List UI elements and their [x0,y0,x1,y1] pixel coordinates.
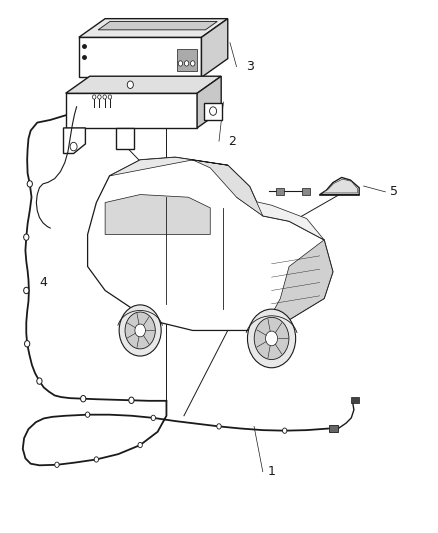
Bar [351,397,359,403]
Circle shape [25,341,30,347]
Circle shape [217,424,221,429]
Polygon shape [322,179,357,193]
Polygon shape [105,195,210,235]
Polygon shape [88,157,333,330]
Text: 1: 1 [268,465,276,478]
Polygon shape [79,37,201,77]
Circle shape [24,234,29,240]
Circle shape [37,378,42,384]
Circle shape [178,61,183,66]
Text: 4: 4 [40,276,48,289]
Polygon shape [79,19,228,37]
Bar [177,49,197,71]
Text: 2: 2 [228,135,236,148]
Circle shape [209,107,216,115]
Polygon shape [98,21,217,30]
Polygon shape [272,240,333,330]
Circle shape [24,287,29,294]
Circle shape [108,95,112,99]
Polygon shape [237,197,324,240]
Circle shape [125,312,155,349]
Circle shape [92,95,96,99]
Circle shape [254,317,289,360]
Circle shape [103,95,106,99]
Circle shape [94,457,99,462]
Polygon shape [197,76,221,128]
Polygon shape [64,128,85,154]
Polygon shape [66,76,221,93]
Circle shape [81,395,86,402]
Circle shape [27,181,32,187]
Polygon shape [204,102,222,120]
Bar [328,425,338,432]
Circle shape [70,142,77,151]
Text: 3: 3 [246,60,254,73]
Text: 5: 5 [390,185,398,198]
Circle shape [129,397,134,403]
Circle shape [184,61,189,66]
Polygon shape [193,160,263,216]
Polygon shape [116,128,134,149]
Polygon shape [110,157,228,176]
Circle shape [151,415,155,421]
Circle shape [283,428,287,433]
Circle shape [138,442,142,448]
Circle shape [55,462,59,467]
Circle shape [135,324,145,337]
Circle shape [191,61,195,66]
Polygon shape [201,19,228,77]
Circle shape [265,331,278,346]
Circle shape [119,305,161,356]
Circle shape [85,412,90,417]
Polygon shape [320,177,359,195]
Polygon shape [66,93,197,128]
Circle shape [247,309,296,368]
Circle shape [127,81,133,88]
Bar [276,188,284,195]
Circle shape [98,95,101,99]
Bar [302,188,310,195]
